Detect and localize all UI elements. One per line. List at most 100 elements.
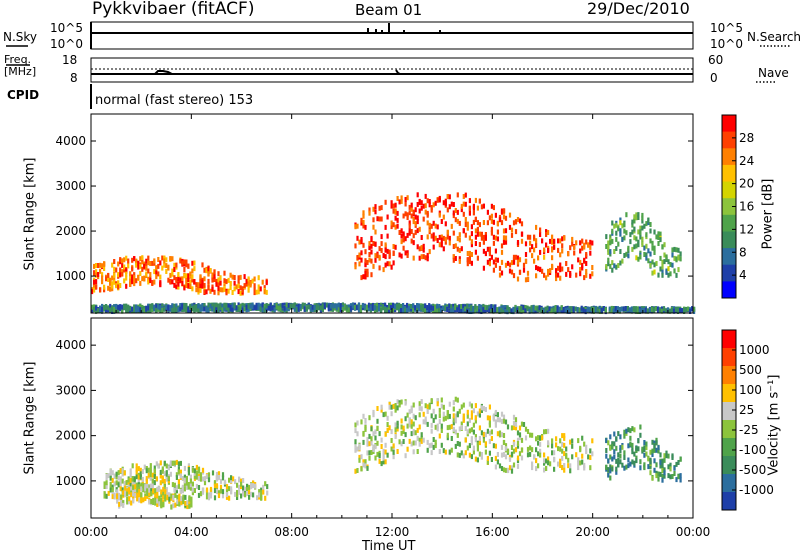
heatmap-cell <box>400 253 403 259</box>
heatmap-cell <box>512 259 516 265</box>
heatmap-cell <box>113 266 116 272</box>
heatmap-cell <box>482 437 485 443</box>
heatmap-cell <box>679 251 682 257</box>
heatmap-cell <box>231 302 234 308</box>
heatmap-cell <box>135 259 138 265</box>
heatmap-cell <box>677 460 680 465</box>
heatmap-cell <box>584 309 587 315</box>
heatmap-cell <box>173 303 176 309</box>
heatmap-cell <box>293 302 296 308</box>
heatmap-cell <box>569 245 572 251</box>
heatmap-cell <box>543 247 546 253</box>
heatmap-cell <box>221 472 225 478</box>
heatmap-cell <box>410 419 413 425</box>
heatmap-cell <box>533 258 536 264</box>
heatmap-cell <box>627 245 630 251</box>
heatmap-cell <box>141 255 144 261</box>
heatmap-cell <box>347 304 351 310</box>
heatmap-cell <box>620 306 623 312</box>
heatmap-cell <box>470 231 473 237</box>
heatmap-cell <box>613 249 616 254</box>
heatmap-cell <box>105 493 108 499</box>
heatmap-cell <box>119 257 122 263</box>
heatmap-cell <box>537 266 540 272</box>
heatmap-cell <box>541 435 544 441</box>
heatmap-cell <box>145 468 148 474</box>
heatmap-cell <box>470 410 473 416</box>
heatmap-cell <box>442 235 445 241</box>
heatmap-cell <box>474 249 477 255</box>
heatmap-cell <box>195 464 198 470</box>
heatmap-cell <box>549 238 552 244</box>
heatmap-cell <box>410 408 413 414</box>
heatmap-cell <box>456 397 459 403</box>
heatmap-cell <box>159 480 162 486</box>
heatmap-cell <box>217 307 220 313</box>
heatmap-cell <box>197 307 200 313</box>
heatmap-cell <box>464 222 467 227</box>
heatmap-cell <box>134 493 137 498</box>
heatmap-cell <box>571 241 574 247</box>
heatmap-cell <box>535 447 538 453</box>
heatmap-cell <box>408 417 411 423</box>
heatmap-cell <box>579 267 582 272</box>
heatmap-cell <box>663 467 666 473</box>
heatmap-cell <box>117 272 120 278</box>
heatmap-cell <box>168 496 171 502</box>
heatmap-cell <box>651 245 654 251</box>
heatmap-cell <box>506 424 510 430</box>
heatmap-cell <box>448 303 451 309</box>
heatmap-cell <box>512 420 516 426</box>
heatmap-cell <box>659 231 662 237</box>
heatmap-cell <box>125 268 128 274</box>
heatmap-cell <box>614 306 617 312</box>
heatmap-cell <box>361 303 365 308</box>
heatmap-cell <box>189 307 192 313</box>
heatmap-cell <box>384 459 387 465</box>
heatmap-cell <box>191 274 194 280</box>
heatmap-cell <box>460 421 463 427</box>
heatmap-cell <box>484 308 487 314</box>
heatmap-cell <box>143 276 146 282</box>
heatmap-cell <box>414 440 417 446</box>
heatmap-cell <box>633 218 636 224</box>
heatmap-cell <box>161 255 164 261</box>
heatmap-cell <box>436 401 439 407</box>
heatmap-cell <box>685 306 688 312</box>
heatmap-cell <box>153 279 156 285</box>
heatmap-cell <box>378 246 381 252</box>
heatmap-cell <box>524 426 528 432</box>
heatmap-cell <box>400 399 403 405</box>
heatmap-cell <box>539 448 542 454</box>
heatmap-cell <box>372 241 375 246</box>
heatmap-cell <box>508 262 512 268</box>
heatmap-cell <box>171 279 174 285</box>
heatmap-cell <box>412 429 415 435</box>
heatmap-cell <box>665 450 668 456</box>
heatmap-cell <box>370 272 373 278</box>
heatmap-cell <box>506 260 510 266</box>
heatmap-cell <box>456 452 459 458</box>
heatmap-cell <box>191 286 194 292</box>
heatmap-cell <box>414 229 417 235</box>
heatmap-cell <box>360 250 363 256</box>
heatmap-cell <box>631 459 634 465</box>
heatmap-cell <box>478 425 481 431</box>
heatmap-cell <box>213 277 216 282</box>
heatmap-cell <box>91 308 94 314</box>
heatmap-cell <box>181 476 184 481</box>
heatmap-cell <box>484 432 487 438</box>
heatmap-cell <box>347 307 351 313</box>
heatmap-cell <box>520 421 524 427</box>
heatmap-cell <box>518 435 522 441</box>
colorbar-tick-label: 28 <box>739 131 754 145</box>
heatmap-cell <box>279 303 282 309</box>
heatmap-cell <box>217 490 221 496</box>
heatmap-cell <box>452 406 455 412</box>
heatmap-cell <box>392 222 395 228</box>
heatmap-cell <box>263 304 266 309</box>
heatmap-cell <box>490 254 493 260</box>
heatmap-cell <box>137 264 140 270</box>
heatmap-cell <box>430 205 433 210</box>
heatmap-cell <box>563 235 566 241</box>
